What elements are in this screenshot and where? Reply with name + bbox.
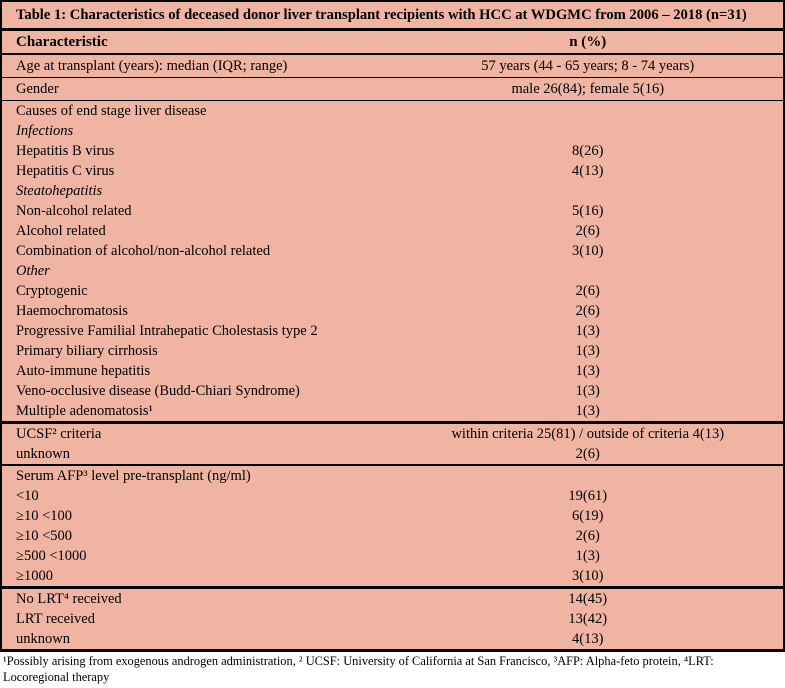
value-cell: 5(16) <box>572 203 604 219</box>
footnote-text: ¹Possibly arising from exogenous androge… <box>3 654 714 684</box>
value-cell: 1(3) <box>575 383 600 399</box>
row-other-subheader: Other <box>2 261 783 281</box>
value-cell: 2(6) <box>575 303 600 319</box>
table-header-row: Characteristic n (%) <box>2 31 783 55</box>
characteristic-cell: Cryptogenic <box>16 283 88 299</box>
row-haemochromatosis: Haemochromatosis 2(6) <box>2 301 783 321</box>
table-1: Table 1: Characteristics of deceased don… <box>0 0 785 652</box>
characteristic-cell: Serum AFP³ level pre-transplant (ng/ml) <box>16 468 251 484</box>
value-cell: within criteria 25(81) / outside of crit… <box>451 426 725 442</box>
value-cell: 19(61) <box>568 488 608 504</box>
row-alcohol-related: Alcohol related 2(6) <box>2 221 783 241</box>
characteristic-cell: UCSF² criteria <box>16 426 102 442</box>
value-cell <box>393 101 784 121</box>
characteristic-cell: unknown <box>16 631 70 647</box>
characteristic-cell: ≥500 <1000 <box>16 548 87 564</box>
value-cell: 1(3) <box>575 403 600 419</box>
value-cell: 3(10) <box>572 568 604 584</box>
characteristic-cell: Primary biliary cirrhosis <box>16 343 158 359</box>
characteristic-cell: LRT received <box>16 611 95 627</box>
table-title: Table 1: Characteristics of deceased don… <box>2 2 783 31</box>
value-cell: 1(3) <box>575 548 600 564</box>
value-cell: 8(26) <box>572 143 604 159</box>
row-primary-biliary-cirrhosis: Primary biliary cirrhosis 1(3) <box>2 341 783 361</box>
value-cell: 4(13) <box>572 631 604 647</box>
value-cell: 13(42) <box>568 611 608 627</box>
characteristic-cell: Progressive Familial Intrahepatic Choles… <box>16 323 318 339</box>
row-auto-immune-hepatitis: Auto-immune hepatitis 1(3) <box>2 361 783 381</box>
column-header-n-pct: n (%) <box>569 34 607 50</box>
row-non-alcohol-related: Non-alcohol related 5(16) <box>2 201 783 221</box>
row-hepatitis-b: Hepatitis B virus 8(26) <box>2 141 783 161</box>
value-cell: 57 years (44 - 65 years; 8 - 74 years) <box>481 58 695 74</box>
column-header-characteristic: Characteristic <box>16 34 108 50</box>
row-serum-afp-section: Serum AFP³ level pre-transplant (ng/ml) <box>2 466 783 486</box>
row-infections-subheader: Infections <box>2 121 783 141</box>
value-cell: 3(10) <box>572 243 604 259</box>
row-ucsf-unknown: unknown 2(6) <box>2 444 783 466</box>
value-cell: 2(6) <box>575 223 600 239</box>
value-cell <box>393 261 784 281</box>
characteristic-cell: unknown <box>16 446 70 462</box>
row-afp-500-1000: ≥500 <1000 1(3) <box>2 546 783 566</box>
characteristic-cell: ≥10 <100 <box>16 508 73 524</box>
characteristic-cell: Other <box>16 263 50 279</box>
row-veno-occlusive-disease: Veno-occlusive disease (Budd-Chiari Synd… <box>2 381 783 401</box>
characteristic-cell: ≥1000 <box>16 568 53 584</box>
row-lrt-received: LRT received 13(42) <box>2 609 783 629</box>
value-cell: 4(13) <box>572 163 604 179</box>
row-combination-alcohol: Combination of alcohol/non-alcohol relat… <box>2 241 783 261</box>
value-cell: 2(6) <box>575 528 600 544</box>
characteristic-cell: Auto-immune hepatitis <box>16 363 151 379</box>
row-hepatitis-c: Hepatitis C virus 4(13) <box>2 161 783 181</box>
value-cell <box>393 181 784 201</box>
row-pfic-type-2: Progressive Familial Intrahepatic Choles… <box>2 321 783 341</box>
row-afp-10-100: ≥10 <100 6(19) <box>2 506 783 526</box>
value-cell <box>393 466 784 486</box>
characteristic-cell: Multiple adenomatosis¹ <box>16 403 153 419</box>
characteristic-cell: Age at transplant (years): median (IQR; … <box>16 58 288 74</box>
row-no-lrt-received: No LRT⁴ received 14(45) <box>2 589 783 609</box>
characteristic-cell: Causes of end stage liver disease <box>16 103 207 119</box>
row-cryptogenic: Cryptogenic 2(6) <box>2 281 783 301</box>
characteristic-cell: Hepatitis C virus <box>16 163 115 179</box>
value-cell: 6(19) <box>572 508 604 524</box>
row-afp-10-500: ≥10 <500 2(6) <box>2 526 783 546</box>
characteristic-cell: Haemochromatosis <box>16 303 128 319</box>
value-cell: male 26(84); female 5(16) <box>511 81 665 97</box>
value-cell: 1(3) <box>575 343 600 359</box>
row-afp-ge-1000: ≥1000 3(10) <box>2 566 783 589</box>
row-steatohepatitis-subheader: Steatohepatitis <box>2 181 783 201</box>
row-lrt-unknown: unknown 4(13) <box>2 629 783 649</box>
characteristic-cell: <10 <box>16 488 39 504</box>
characteristic-cell: Alcohol related <box>16 223 106 239</box>
characteristic-cell: No LRT⁴ received <box>16 591 122 607</box>
characteristic-cell: Steatohepatitis <box>16 183 103 199</box>
characteristic-cell: Combination of alcohol/non-alcohol relat… <box>16 243 271 259</box>
characteristic-cell: Veno-occlusive disease (Budd-Chiari Synd… <box>16 383 300 399</box>
row-gender: Gender male 26(84); female 5(16) <box>2 78 783 101</box>
characteristic-cell: Hepatitis B virus <box>16 143 115 159</box>
characteristic-cell: Infections <box>16 123 74 139</box>
value-cell: 14(45) <box>568 591 608 607</box>
row-ucsf-criteria: UCSF² criteria within criteria 25(81) / … <box>2 424 783 444</box>
row-afp-lt-10: <10 19(61) <box>2 486 783 506</box>
value-cell: 1(3) <box>575 323 600 339</box>
value-cell: 2(6) <box>575 446 600 462</box>
characteristic-cell: Non-alcohol related <box>16 203 132 219</box>
characteristic-cell: ≥10 <500 <box>16 528 73 544</box>
value-cell: 1(3) <box>575 363 600 379</box>
row-causes-section: Causes of end stage liver disease <box>2 101 783 121</box>
value-cell <box>393 121 784 141</box>
row-age-at-transplant: Age at transplant (years): median (IQR; … <box>2 55 783 78</box>
value-cell: 2(6) <box>575 283 600 299</box>
row-multiple-adenomatosis: Multiple adenomatosis¹ 1(3) <box>2 401 783 424</box>
characteristic-cell: Gender <box>16 81 59 97</box>
